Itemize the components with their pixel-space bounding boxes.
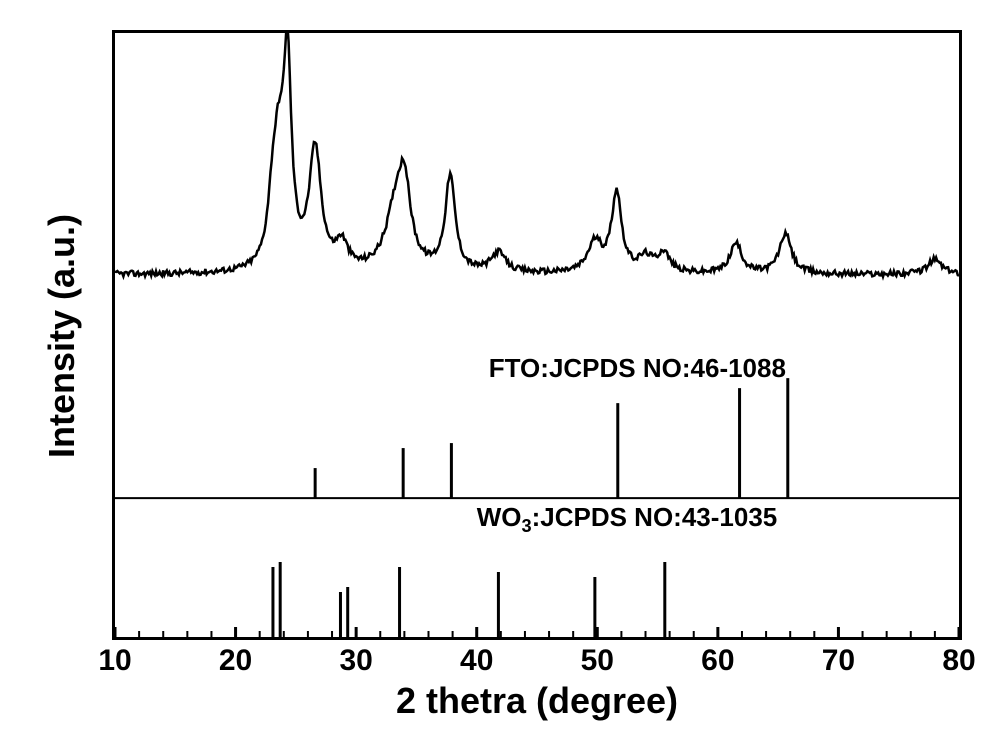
x-axis-label: 2 thetra (degree) <box>357 680 717 722</box>
x-tick-label: 40 <box>452 644 502 678</box>
xrd-figure: Intensity (a.u.) 2 thetra (degree) FTO:J… <box>0 0 1000 739</box>
x-tick-label: 10 <box>90 644 140 678</box>
plot-area <box>112 30 962 640</box>
x-tick-label: 80 <box>934 644 984 678</box>
x-tick-label: 50 <box>572 644 622 678</box>
x-tick-label: 20 <box>211 644 261 678</box>
fto-ref-label: FTO:JCPDS NO:46-1088 <box>489 353 786 384</box>
wo3-ref-label: WO3:JCPDS NO:43-1035 <box>477 502 778 537</box>
y-axis-label: Intensity (a.u.) <box>41 186 83 486</box>
x-tick-label: 30 <box>331 644 381 678</box>
x-tick-label: 60 <box>693 644 743 678</box>
plot-svg <box>115 33 959 637</box>
x-tick-label: 70 <box>813 644 863 678</box>
